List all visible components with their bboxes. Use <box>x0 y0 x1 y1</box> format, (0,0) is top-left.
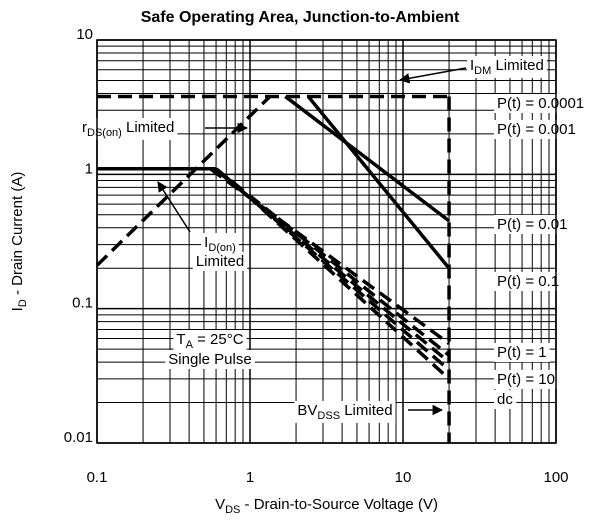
annotation-part: P(t) = 0.01 <box>497 216 567 233</box>
y-axis-label-part: - Drain Current (A) <box>9 172 26 300</box>
annotation-background <box>201 232 239 255</box>
annotation-part: P(t) = 0.0001 <box>497 95 584 112</box>
annotation-part: DS(on) <box>87 127 122 139</box>
annotation-part: Limited <box>122 119 175 136</box>
x-axis-label-part: - Drain-to-Source Voltage (V) <box>240 496 438 513</box>
x-axis-label: VDS - Drain-to-Source Voltage (V) <box>215 496 438 516</box>
x-tick-label: 10 <box>395 469 412 486</box>
annotation-part: DM <box>474 65 491 77</box>
annotation: TA = 25°C <box>176 331 243 351</box>
annotation: P(t) = 0.0001 <box>497 95 584 112</box>
annotation: P(t) = 10 <box>497 371 555 388</box>
annotation-part: DSS <box>317 410 340 422</box>
y-axis-label-part: I <box>9 307 26 311</box>
annotation: P(t) = 0.01 <box>497 216 567 233</box>
annotation-background <box>467 55 547 78</box>
x-tick-label: 0.1 <box>87 469 108 486</box>
annotation: P(t) = 0.1 <box>497 273 559 290</box>
y-tick-label: 1 <box>85 160 93 177</box>
annotation-background <box>79 117 178 140</box>
annotation: P(t) = 1 <box>497 344 547 361</box>
annotation-part: r <box>82 119 87 136</box>
annotation-part: dc <box>497 391 513 408</box>
annotation-part: P(t) = 0.1 <box>497 273 559 290</box>
annotation: Limited <box>196 253 244 270</box>
annotation-part: Single Pulse <box>168 351 251 368</box>
annotation-part: Limited <box>340 402 393 419</box>
x-axis-label-part: V <box>215 496 225 513</box>
arrow <box>157 181 191 233</box>
annotation-part: A <box>186 339 194 351</box>
annotation: IDM Limited <box>470 57 544 77</box>
y-tick-label: 0.1 <box>72 295 93 312</box>
annotation-background <box>494 342 550 362</box>
annotation-background <box>494 119 579 139</box>
annotation-background <box>494 389 517 409</box>
annotation-part: P(t) = 1 <box>497 344 547 361</box>
annotation-part: D(on) <box>208 242 236 254</box>
y-axis-label-part: D <box>17 299 29 307</box>
annotation-background <box>165 349 255 369</box>
annotation: dc <box>497 391 513 408</box>
x-tick-label: 1 <box>246 469 254 486</box>
annotation-background <box>494 214 571 234</box>
series-line <box>306 95 451 270</box>
annotation: ID(on) <box>204 234 236 254</box>
annotation: rDS(on) Limited <box>82 119 174 139</box>
annotation: P(t) = 0.001 <box>497 121 576 138</box>
annotation-background <box>494 271 563 291</box>
arrow <box>398 67 467 84</box>
annotation-part: BV <box>297 402 317 419</box>
y-axis-label: ID - Drain Current (A) <box>9 172 29 312</box>
annotation-part: Limited <box>196 253 244 270</box>
annotation-background <box>494 93 588 113</box>
annotation-part: P(t) = 10 <box>497 371 555 388</box>
annotation-part: = 25°C <box>193 331 244 348</box>
annotation-background <box>294 400 396 423</box>
series-line <box>229 179 451 381</box>
annotation-part: I <box>470 57 474 74</box>
annotation-part: Limited <box>491 57 544 74</box>
series-line <box>284 95 451 223</box>
annotation-part: I <box>204 234 208 251</box>
y-tick-label: 10 <box>76 26 93 43</box>
x-tick-label: 100 <box>543 469 568 486</box>
x-axis-label-part: DS <box>225 504 240 516</box>
annotation: BVDSS Limited <box>297 402 392 422</box>
annotation-background <box>192 251 248 271</box>
annotation-part: T <box>176 331 185 348</box>
annotation-part: P(t) = 0.001 <box>497 121 576 138</box>
annotation: Single Pulse <box>168 351 251 368</box>
annotation-background <box>173 329 247 352</box>
plot-frame <box>96 39 557 444</box>
y-tick-label: 0.01 <box>64 429 93 446</box>
annotation-background <box>494 369 558 389</box>
chart-title: Safe Operating Area, Junction-to-Ambient <box>141 9 460 26</box>
